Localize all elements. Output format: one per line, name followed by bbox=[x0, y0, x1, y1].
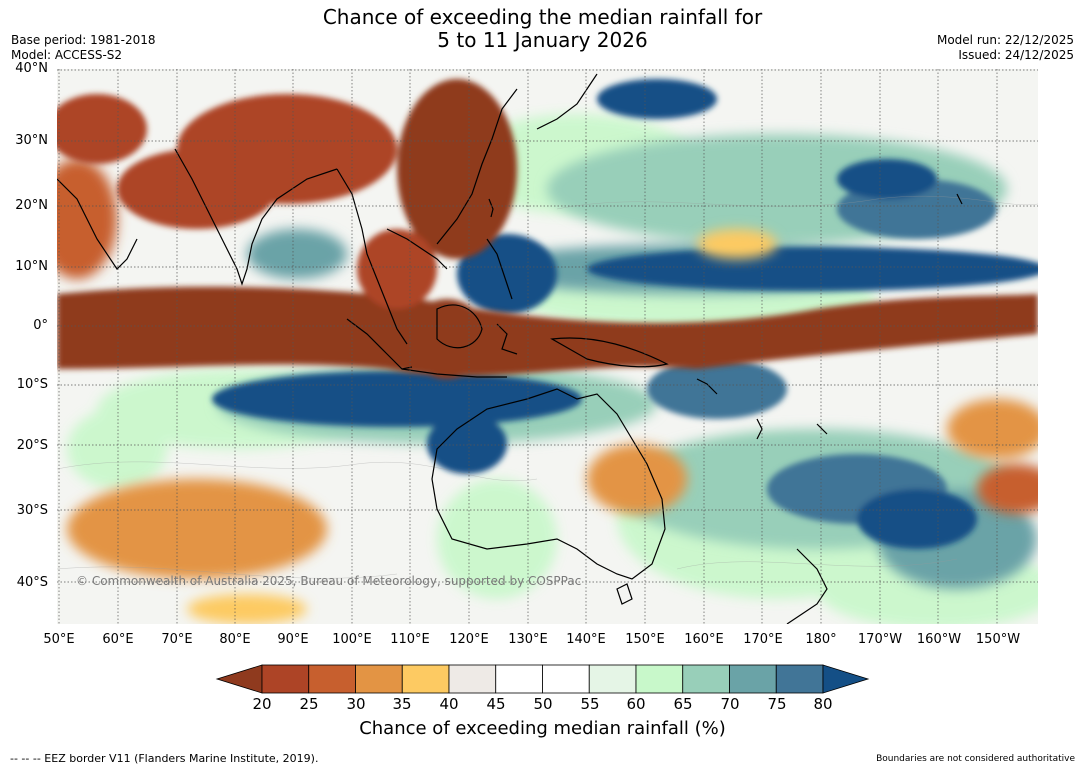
model-name: Model: ACCESS-S2 bbox=[11, 48, 123, 62]
lat-label: 40°N bbox=[15, 61, 48, 76]
colorbar bbox=[215, 664, 870, 694]
colorbar-label: Chance of exceeding median rainfall (%) bbox=[359, 718, 726, 739]
lat-label: 40°S bbox=[16, 575, 48, 590]
colorbar-segment bbox=[495, 664, 543, 694]
lon-label: 120°E bbox=[449, 632, 489, 647]
eez-border-note: -- -- -- EEZ border V11 (Flanders Marine… bbox=[10, 752, 319, 765]
lat-label: 10°S bbox=[16, 377, 48, 392]
contour-lines bbox=[57, 195, 1038, 579]
lon-label: 140°E bbox=[566, 632, 606, 647]
colorbar-segment bbox=[635, 664, 684, 694]
base-period: Base period: 1981-2018 bbox=[11, 33, 156, 47]
colorbar-segment bbox=[588, 664, 637, 694]
lon-label: 110°E bbox=[390, 632, 430, 647]
lon-label: 180° bbox=[805, 632, 837, 647]
very-wet-blue-zones bbox=[212, 79, 1038, 549]
lon-label: 130°E bbox=[508, 632, 548, 647]
lon-label: 70°E bbox=[161, 632, 193, 647]
colorbar-tick: 65 bbox=[673, 695, 693, 713]
colorbar-segment bbox=[355, 664, 403, 694]
lon-label: 60°E bbox=[102, 632, 134, 647]
colorbar-tick: 50 bbox=[533, 695, 553, 713]
colorbar-segment bbox=[308, 664, 356, 694]
map-title-line-2: 5 to 11 January 2026 bbox=[437, 28, 648, 52]
lon-label: 90°E bbox=[277, 632, 309, 647]
dry-orange-zones bbox=[57, 159, 1038, 624]
lat-label: 0° bbox=[33, 318, 48, 333]
copyright-notice: © Commonwealth of Australia 2025, Bureau… bbox=[76, 574, 582, 588]
lon-label: 100°E bbox=[332, 632, 372, 647]
lon-label: 150°W bbox=[975, 632, 1021, 647]
colorbar-tick: 30 bbox=[346, 695, 366, 713]
graticule bbox=[57, 69, 1038, 624]
colorbar-extend-low bbox=[215, 664, 263, 694]
lon-label: 50°E bbox=[43, 632, 75, 647]
lat-label: 30°N bbox=[15, 133, 48, 148]
colorbar-tick: 35 bbox=[392, 695, 412, 713]
colorbar-segment bbox=[261, 664, 310, 694]
colorbar-segment bbox=[729, 664, 777, 694]
lon-label: 170°E bbox=[743, 632, 783, 647]
lon-label: 160°W bbox=[916, 632, 962, 647]
lon-label: 160°E bbox=[684, 632, 724, 647]
colorbar-tick: 25 bbox=[299, 695, 319, 713]
colorbar-tick: 60 bbox=[626, 695, 646, 713]
lat-label: 30°S bbox=[16, 503, 48, 518]
colorbar-tick: 70 bbox=[720, 695, 740, 713]
lon-label: 170°W bbox=[857, 632, 903, 647]
lon-label: 80°E bbox=[219, 632, 251, 647]
colorbar-tick: 75 bbox=[767, 695, 787, 713]
lon-label: 150°E bbox=[625, 632, 665, 647]
issued-date: Issued: 24/12/2025 bbox=[958, 48, 1074, 62]
model-run-date: Model run: 22/12/2025 bbox=[936, 33, 1074, 47]
boundaries-disclaimer: Boundaries are not considered authoritat… bbox=[876, 754, 1075, 764]
lat-label: 10°N bbox=[15, 259, 48, 274]
coastlines bbox=[57, 73, 963, 624]
colorbar-segment bbox=[448, 664, 497, 694]
colorbar-segment bbox=[775, 664, 824, 694]
colorbar-segment bbox=[682, 664, 730, 694]
colorbar-tick: 45 bbox=[486, 695, 506, 713]
colorbar-extend-high bbox=[822, 664, 870, 694]
colorbar-segment bbox=[401, 664, 450, 694]
colorbar-tick: 80 bbox=[813, 695, 833, 713]
map-title-line-1: Chance of exceeding the median rainfall … bbox=[322, 5, 763, 29]
rainfall-probability-map bbox=[57, 69, 1038, 624]
colorbar-tick: 55 bbox=[580, 695, 600, 713]
lat-label: 20°S bbox=[16, 438, 48, 453]
colorbar-tick: 20 bbox=[252, 695, 272, 713]
colorbar-tick: 40 bbox=[439, 695, 459, 713]
lat-label: 20°N bbox=[15, 198, 48, 213]
colorbar-segment bbox=[542, 664, 590, 694]
